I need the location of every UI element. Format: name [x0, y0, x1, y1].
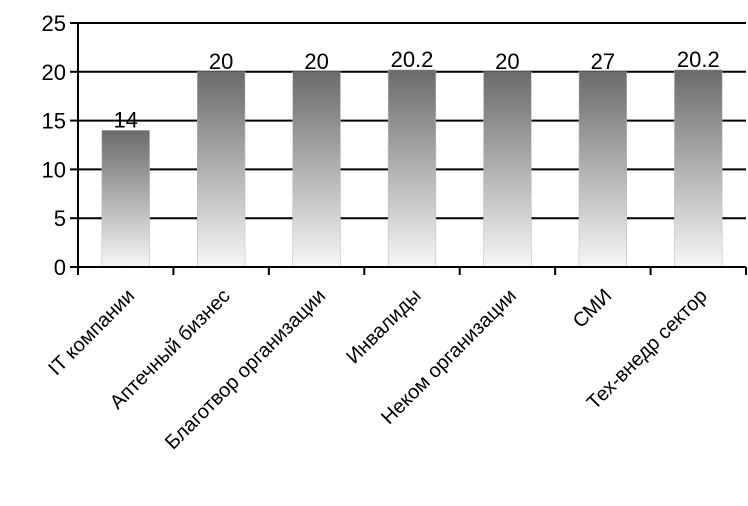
bar — [483, 71, 532, 268]
x-tick-label: Благотвор организации — [161, 285, 330, 454]
bars — [101, 69, 723, 268]
bar — [578, 71, 627, 268]
y-tick-label: 25 — [42, 11, 66, 36]
bar — [387, 69, 437, 268]
data-label: 20 — [209, 49, 233, 74]
y-tick-label: 0 — [54, 255, 66, 280]
y-tick-label: 10 — [42, 157, 66, 182]
data-label: 20.2 — [391, 47, 434, 72]
y-tick-label: 5 — [54, 206, 66, 231]
data-label: 14 — [113, 107, 137, 132]
data-label: 27 — [591, 49, 615, 74]
axes — [70, 22, 747, 275]
data-label: 20.2 — [677, 47, 720, 72]
x-tick-label: СМИ — [569, 285, 617, 333]
bar — [101, 130, 150, 268]
data-label: 20 — [495, 49, 519, 74]
bar — [674, 69, 723, 268]
y-tick-label: 20 — [42, 60, 66, 85]
y-tick-label: 15 — [42, 109, 66, 134]
x-tick-label: IT компании — [44, 285, 139, 380]
data-label: 20 — [304, 49, 328, 74]
bar — [292, 71, 341, 268]
x-tick-label: Инвалиды — [342, 285, 425, 368]
bar — [197, 71, 246, 268]
